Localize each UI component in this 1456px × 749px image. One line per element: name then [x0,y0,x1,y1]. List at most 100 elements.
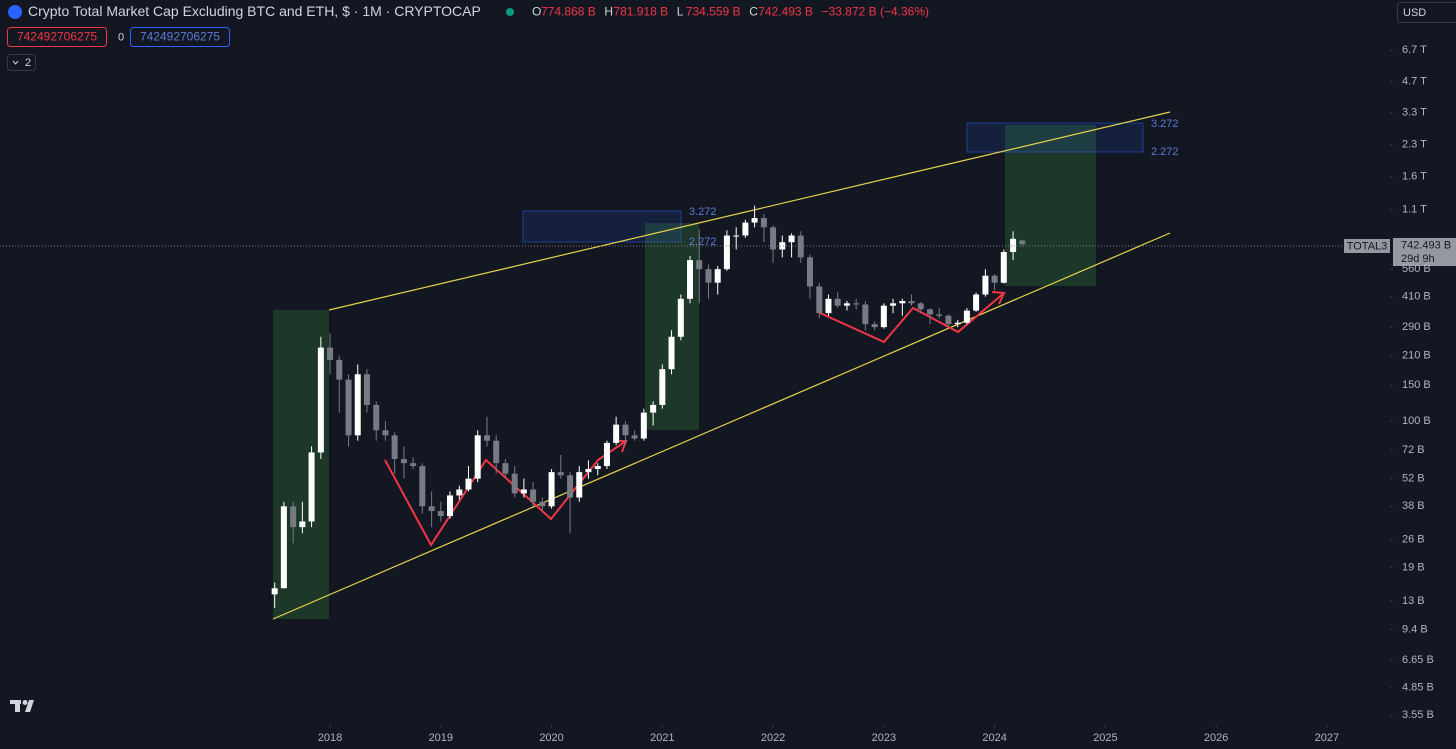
candle-body [410,463,417,467]
candle-body [511,473,518,494]
candle-body [668,336,675,370]
collapse-count[interactable]: 2 [25,57,31,69]
input-box[interactable] [7,27,107,47]
candle-body [327,347,334,360]
y-tick-label: 2.3 T [1402,139,1427,151]
y-tick-label: 150 B [1402,379,1431,391]
candle-body [428,506,435,512]
x-tick-label: 2026 [1204,732,1228,744]
ohlc-key: O [532,5,541,19]
candle-body [899,301,906,304]
candle-body [982,275,989,295]
candle-body [816,286,823,314]
ohlc-value: 781.918 B [613,5,668,19]
candle-body [400,458,407,464]
candle-body [843,303,850,306]
candle-body [936,314,943,316]
candle-body [345,379,352,436]
candle-body [373,404,380,431]
logo-part [15,700,20,712]
candle-body [733,235,740,237]
x-tick-label: 2022 [761,732,785,744]
ohlc-value: 734.559 B [686,5,741,19]
candle-body [770,227,777,250]
fib-box [522,210,682,243]
candle-body [751,218,758,223]
input-box[interactable] [130,27,230,47]
candle-body [779,242,786,250]
candle-body [862,304,869,325]
y-tick-label: 9.4 B [1402,623,1428,635]
candle-body [714,269,721,283]
candle-body [853,303,860,305]
candle-body [640,412,647,439]
candle-body [825,298,832,314]
currency[interactable]: USD [1403,7,1426,19]
input-right[interactable]: 742492706275 [140,30,220,44]
price-tag: 742.493 B [1401,239,1451,251]
candle-body [788,235,795,243]
candle-body [520,489,527,494]
candle-body [502,463,509,474]
candle-body [280,506,287,589]
candle-body [945,315,952,325]
title[interactable]: Crypto Total Market Cap Excluding BTC an… [28,3,481,19]
candle-body [687,260,694,299]
y-tick-label: 52 B [1402,473,1425,485]
candle-body [890,303,897,306]
trendline [328,111,1171,311]
candle-body [548,472,555,507]
x-tick-label: 2018 [318,732,342,744]
candle-body [465,478,472,490]
candle-body [382,430,389,436]
y-tick-label: 290 B [1402,321,1431,333]
candle-body [696,260,703,270]
candle-body [963,310,970,323]
candle-body [973,294,980,311]
ohlc: O 774.868 B H 781.918 B L 734.559 B C 742.493 B… [532,5,929,19]
candle-body [1019,240,1026,245]
fib-label: 3.272 [689,206,717,218]
status-dot [506,8,514,16]
fib-label: 2.272 [689,236,717,248]
candle-body [419,466,426,507]
fib-label: 2.272 [1151,146,1179,158]
collapse-button[interactable] [7,54,36,71]
input-mid: 0 [118,31,124,43]
candle-body [723,235,730,270]
symbol-tag: TOTAL3 [1347,240,1388,252]
candle-body [567,475,574,498]
ohlc-key: C [749,5,758,19]
x-tick-label: 2023 [872,732,896,744]
y-tick-label: 6.65 B [1402,654,1434,666]
ohlc-key: H [604,5,613,19]
fib-label: 3.272 [1151,118,1179,130]
y-tick-label: 410 B [1402,291,1431,303]
candle-body [603,442,610,467]
y-tick-label: 3.55 B [1402,709,1434,721]
candle-body [834,298,841,306]
candle-body [677,298,684,337]
candle-body [456,489,463,496]
y-tick-label: 1.6 T [1402,170,1427,182]
candle-body [363,374,370,405]
ohlc-change: −33.872 B (−4.36%) [822,5,929,19]
candle-body [908,301,915,304]
candle-body [613,424,620,443]
x-tick-label: 2019 [429,732,453,744]
input-left[interactable]: 742492706275 [17,30,97,44]
y-tick-label: 3.3 T [1402,107,1427,119]
ohlc-value: 774.868 B [541,5,596,19]
y-tick-label: 26 B [1402,534,1425,546]
candle-body [290,506,297,528]
trendline [272,232,1171,620]
candle-body [760,218,767,228]
candle-body [806,257,813,287]
candle-body [576,472,583,498]
green-box [645,223,699,430]
candle-body [871,324,878,328]
candle-body [917,303,924,310]
candle-body [336,359,343,380]
currency-select[interactable] [1397,2,1456,23]
